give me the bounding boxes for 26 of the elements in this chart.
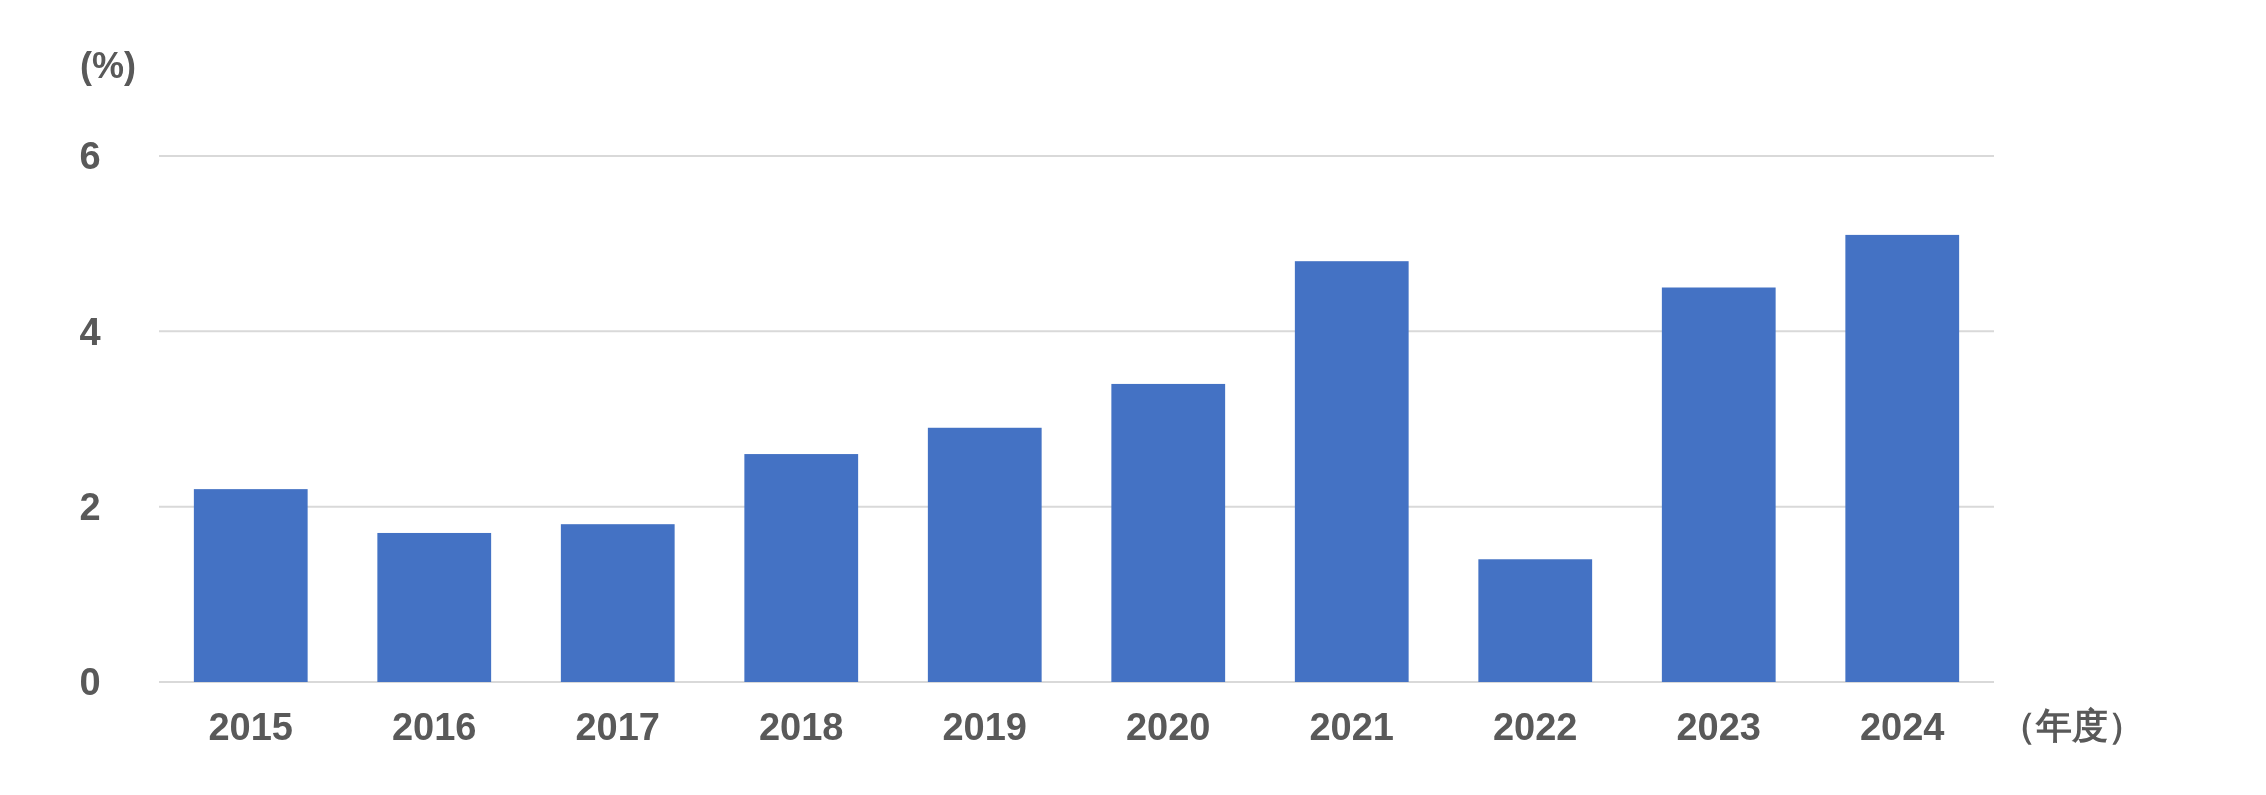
- x-tick-label: 2018: [758, 706, 844, 748]
- x-tick-label: 2022: [1492, 706, 1578, 748]
- bar: [1478, 559, 1593, 682]
- bar: [560, 524, 675, 682]
- bar: [1294, 261, 1409, 682]
- x-tick-label: 2017: [575, 706, 661, 748]
- bar: [927, 427, 1042, 682]
- bar: [744, 454, 859, 682]
- x-tick-label: 2021: [1309, 706, 1395, 748]
- x-tick-label: 2019: [942, 706, 1028, 748]
- bar: [1111, 383, 1226, 682]
- bar: [1661, 287, 1776, 682]
- x-tick-label: 2015: [208, 706, 294, 748]
- x-tick-label: 2024: [1859, 706, 1945, 748]
- y-axis-title: (%): [80, 45, 136, 86]
- x-tick-label: 2016: [391, 706, 477, 748]
- bar: [1845, 234, 1960, 682]
- bar: [377, 532, 492, 682]
- y-tick-label: 4: [79, 310, 101, 353]
- x-axis-title: （年度）: [2000, 705, 2144, 746]
- y-tick-label: 2: [79, 485, 101, 528]
- bar: [193, 489, 308, 682]
- y-tick-label: 6: [79, 135, 101, 178]
- x-tick-label: 2020: [1125, 706, 1211, 748]
- x-tick-label: 2023: [1676, 706, 1762, 748]
- y-tick-label: 0: [79, 661, 101, 704]
